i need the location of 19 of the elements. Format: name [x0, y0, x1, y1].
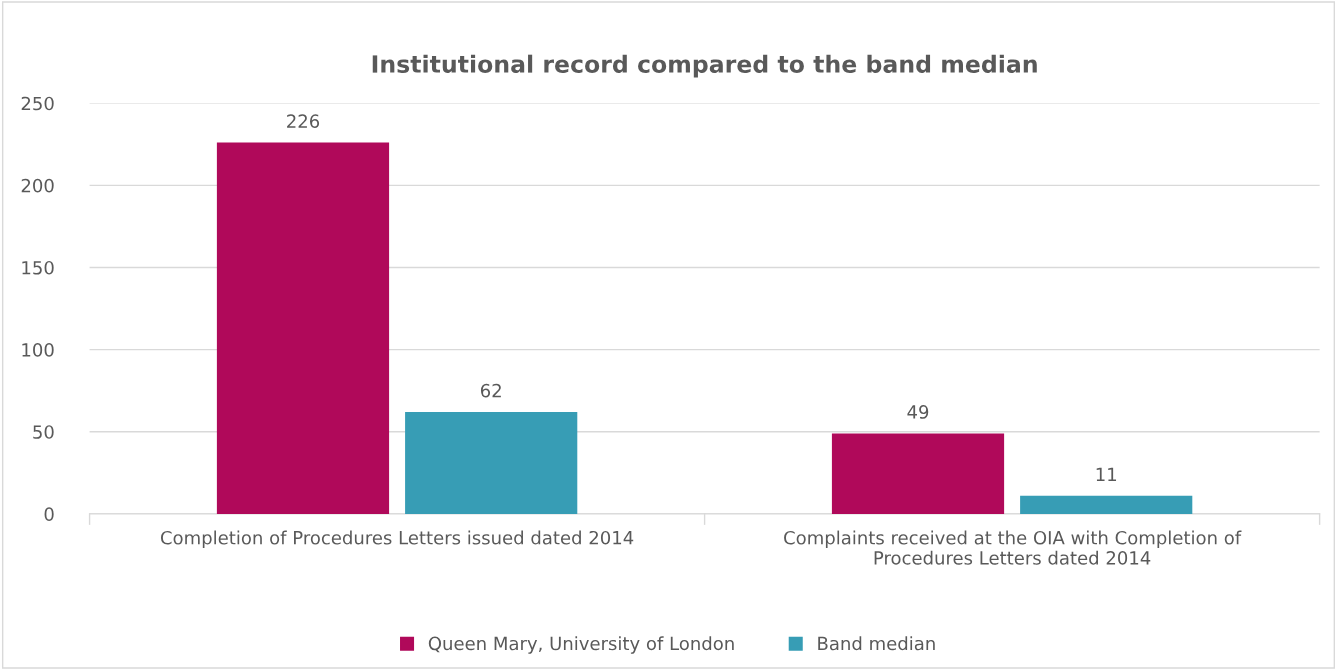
data-label: 49	[907, 405, 929, 419]
chart-title: Institutional record compared to the band median	[372, 54, 1037, 78]
x-tick-label: Completion of Procedures Letters issued dated 2014	[160, 530, 634, 549]
legend-label: Band median	[818, 636, 935, 651]
y-tick-label: 200	[21, 178, 54, 193]
data-label: 226	[287, 114, 320, 128]
y-tick-label: 50	[33, 425, 54, 439]
bar	[405, 412, 578, 514]
data-label: 11	[1096, 467, 1117, 481]
x-tick-label: Complaints received at the OIA with Completion of Procedures Letters dated 2014	[784, 530, 1242, 565]
y-tick-label: 100	[22, 343, 54, 357]
bar	[216, 142, 390, 514]
y-tick-label: 150	[22, 260, 54, 275]
y-tick-label: 0	[44, 507, 54, 522]
y-tick-label: 250	[21, 96, 54, 111]
data-label: 62	[480, 383, 501, 398]
bar	[831, 433, 1005, 514]
bar	[1020, 495, 1193, 514]
legend-label: Queen Mary, University of London	[428, 636, 734, 654]
